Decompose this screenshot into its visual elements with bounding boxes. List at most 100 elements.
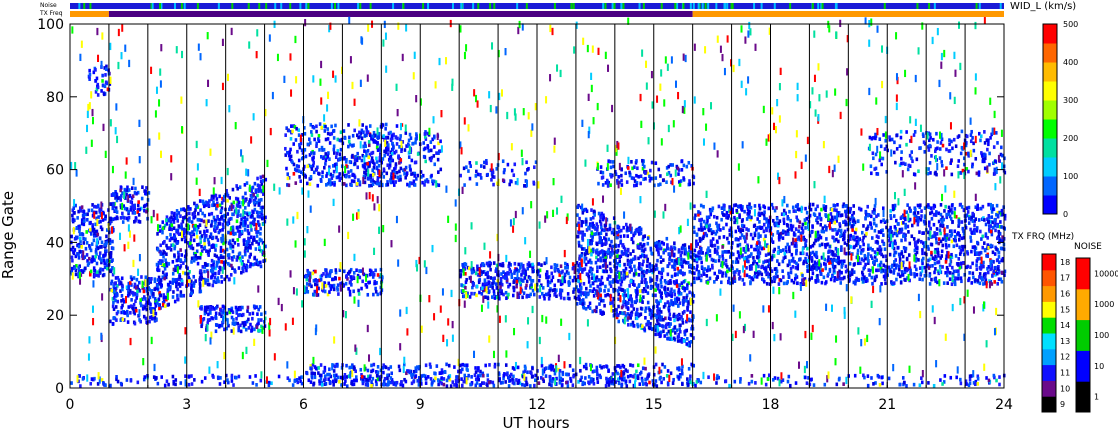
data-cell [640, 280, 643, 284]
data-cell [111, 304, 115, 309]
data-cell [374, 268, 377, 273]
data-cell [659, 334, 662, 338]
data-cell [920, 209, 923, 213]
data-cell [408, 181, 412, 185]
data-cell [259, 226, 262, 231]
data-cell [639, 254, 642, 259]
data-cell [585, 209, 589, 214]
data-cell [588, 258, 592, 263]
data-cell [771, 233, 775, 237]
data-cell [296, 149, 299, 154]
data-cell [869, 214, 873, 219]
data-cell [368, 124, 372, 128]
data-cell [680, 159, 683, 164]
data-cell [512, 285, 515, 290]
data-cell [615, 265, 619, 270]
data-cell [259, 260, 262, 265]
data-cell [121, 211, 124, 216]
data-cell [240, 270, 243, 275]
data-cell [293, 125, 297, 129]
data-cell [970, 217, 973, 222]
noise-mark [821, 3, 824, 9]
data-cell [226, 253, 230, 257]
data-cell [685, 295, 688, 300]
data-cell [869, 246, 872, 251]
data-cell [342, 129, 346, 133]
data-cell [657, 270, 661, 275]
data-cell [168, 246, 172, 250]
data-cell [403, 148, 407, 152]
data-cell [396, 136, 399, 141]
data-cell [579, 290, 583, 294]
data-cell [843, 233, 846, 238]
data-cell [594, 291, 598, 296]
data-cell [932, 206, 935, 210]
data-cell [568, 275, 572, 280]
data-cell [843, 229, 847, 234]
data-cell [131, 210, 135, 215]
data-cell [123, 206, 127, 211]
data-cell [506, 271, 509, 275]
data-cell [981, 204, 985, 209]
data-cell [328, 290, 331, 294]
data-cell [618, 311, 622, 315]
data-cell [291, 129, 294, 134]
data-cell [465, 165, 468, 170]
data-cell [612, 297, 616, 301]
data-cell [637, 284, 641, 288]
data-cell [231, 310, 235, 314]
data-cell [558, 273, 561, 277]
data-cell [250, 213, 254, 218]
data-cell [520, 262, 523, 267]
data-cell [849, 245, 853, 249]
data-cell [314, 269, 317, 274]
data-cell [96, 270, 99, 274]
data-cell [479, 172, 482, 177]
data-cell [315, 167, 319, 172]
data-cell [133, 284, 136, 289]
data-cell [376, 292, 379, 297]
data-cell [507, 284, 510, 289]
data-cell [746, 211, 750, 216]
data-cell [505, 278, 509, 282]
data-cell [365, 153, 368, 158]
data-cell [491, 170, 495, 175]
data-cell [229, 244, 232, 249]
data-cell [345, 164, 348, 168]
data-cell [674, 314, 678, 319]
data-cell [227, 230, 230, 235]
data-cell [378, 146, 382, 151]
data-cell [148, 295, 152, 300]
data-cell [788, 259, 791, 264]
data-cell [79, 209, 83, 213]
data-cell [179, 214, 182, 219]
data-cell [782, 256, 786, 260]
data-cell [324, 124, 327, 129]
data-cell [998, 231, 1002, 236]
data-cell [311, 163, 315, 168]
data-cell [642, 235, 645, 239]
data-cell [324, 152, 327, 156]
data-cell [654, 282, 658, 286]
data-cell [216, 260, 219, 265]
data-cell [303, 147, 307, 152]
data-cell [323, 281, 326, 285]
data-cell [546, 292, 550, 297]
data-cell [171, 217, 175, 222]
data-cell [85, 253, 89, 257]
data-cell [609, 269, 613, 274]
data-cell [960, 205, 964, 209]
data-cell [937, 241, 941, 246]
data-cell [762, 222, 766, 227]
data-cell [99, 207, 103, 212]
data-cell [324, 284, 328, 288]
data-cell [751, 277, 755, 282]
data-cell [885, 225, 888, 230]
data-cell [189, 234, 193, 239]
data-cell [190, 220, 194, 224]
data-cell [830, 252, 834, 256]
data-cell [186, 218, 189, 222]
data-cell [222, 304, 225, 309]
data-cell [256, 193, 259, 198]
data-cell [356, 151, 359, 156]
